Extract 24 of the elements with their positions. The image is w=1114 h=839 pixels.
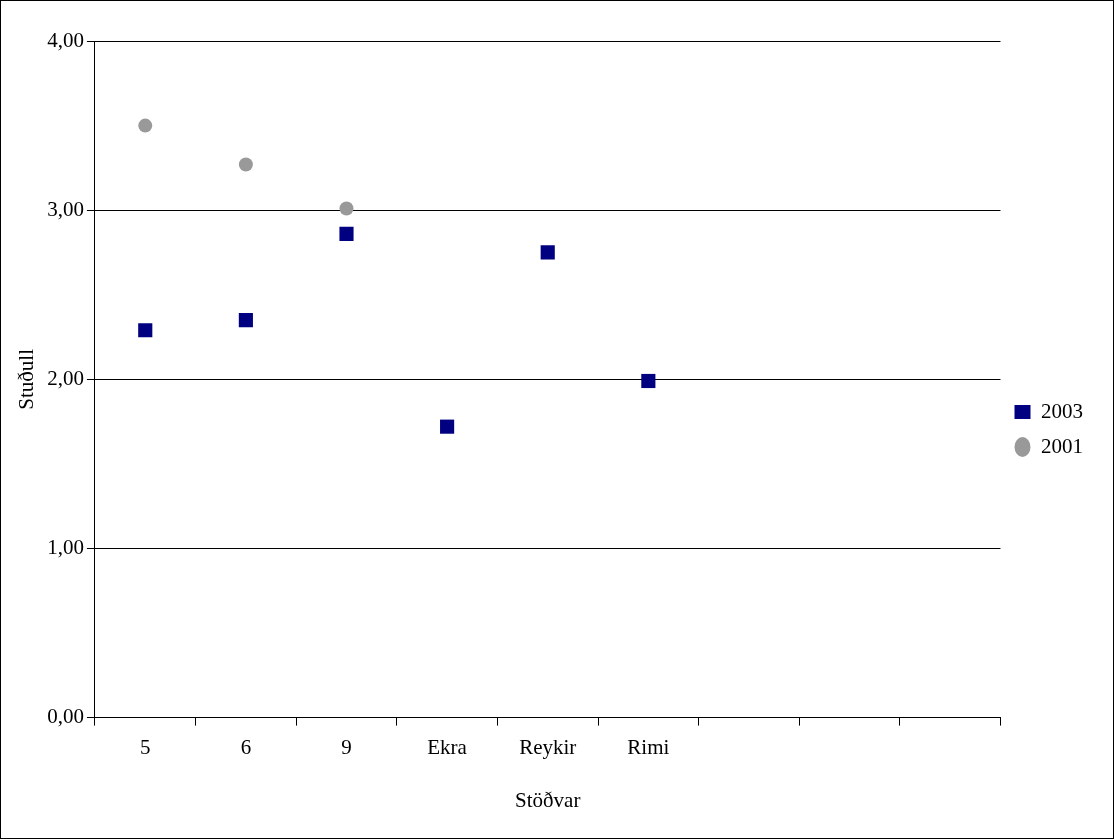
y-axis-title: Stuðull bbox=[14, 348, 39, 410]
legend-label: 2003 bbox=[1041, 398, 1083, 423]
x-axis-title: Stöðvar bbox=[515, 787, 581, 812]
point bbox=[138, 323, 153, 338]
y-tick-label: 3,00 bbox=[47, 196, 84, 221]
x-tick-label: 9 bbox=[341, 734, 352, 759]
point bbox=[641, 373, 656, 389]
x-tick-label: 5 bbox=[140, 734, 151, 759]
point bbox=[339, 201, 354, 216]
x-tick-label: Rimi bbox=[627, 734, 670, 759]
x-tick-label: Reykir bbox=[519, 734, 577, 759]
y-tick-label: 0,00 bbox=[47, 704, 84, 729]
y-tick-label: 1,00 bbox=[47, 534, 84, 559]
x-tick-label: 6 bbox=[240, 734, 252, 759]
x-tick-label: Ekra bbox=[427, 734, 468, 759]
point bbox=[138, 118, 153, 133]
y-tick-label: 4,00 bbox=[47, 27, 84, 52]
point bbox=[540, 245, 555, 260]
point bbox=[238, 313, 253, 328]
point bbox=[339, 226, 354, 241]
y-tick-label: 2,00 bbox=[47, 365, 84, 390]
point bbox=[238, 157, 253, 172]
legend-label: 2001 bbox=[1041, 433, 1083, 458]
point bbox=[440, 419, 455, 434]
